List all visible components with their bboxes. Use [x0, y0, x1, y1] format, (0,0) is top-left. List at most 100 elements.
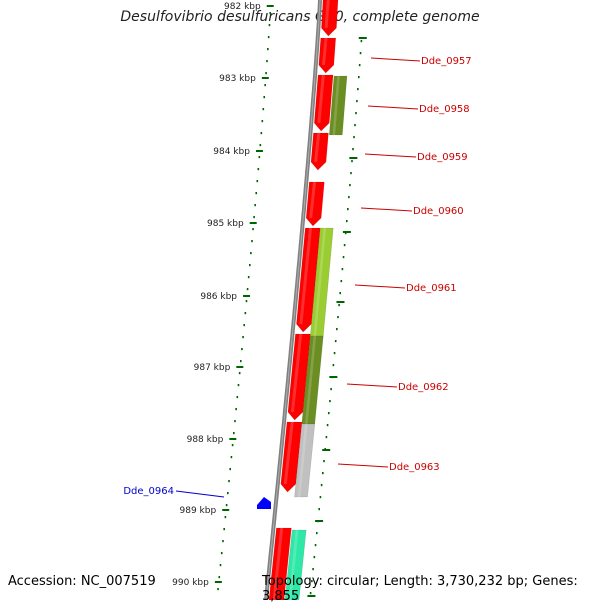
feature-olive — [328, 75, 348, 136]
track-dot — [338, 304, 340, 307]
scale-dot — [228, 480, 230, 483]
scale-dot — [225, 504, 228, 507]
track-dot — [318, 508, 321, 511]
track-dot — [343, 244, 346, 247]
scale-tick — [266, 5, 274, 7]
scale-dot — [255, 192, 258, 195]
gene-label-dde_0961: Dde_0961 — [406, 283, 457, 294]
track-dot — [327, 412, 330, 415]
scale-dot — [257, 168, 260, 171]
track-dot — [325, 436, 328, 439]
leader-line — [367, 105, 419, 110]
scale-tick-label: 988 kbp — [187, 435, 224, 445]
scale-dot — [219, 564, 222, 567]
track-dot — [351, 160, 353, 163]
cds-arrow-1 — [321, 0, 339, 37]
scale-dot — [224, 516, 227, 519]
scale-dot — [252, 228, 254, 231]
track-dot — [330, 388, 332, 391]
scale-dot — [256, 180, 259, 183]
scale-dot — [237, 384, 240, 387]
track-dot — [358, 64, 361, 67]
scale-dot — [254, 204, 256, 207]
track-dot — [326, 424, 329, 427]
scale-dot — [227, 492, 229, 495]
track-dot — [333, 352, 336, 355]
cds-arrow-2-shine — [321, 38, 328, 65]
track-dot — [359, 52, 362, 55]
scale-tick — [236, 366, 244, 368]
track-dot — [360, 40, 363, 43]
feature-lime-shine — [313, 228, 327, 336]
gene-label-dde_0960: Dde_0960 — [413, 206, 464, 217]
scale-dot — [253, 216, 255, 219]
cds-arrow-8-shine — [283, 422, 294, 484]
scale-tick-label: 987 kbp — [194, 363, 231, 373]
track-tick — [322, 449, 331, 451]
leader-line — [370, 57, 421, 62]
genome-backbone-shine — [265, 0, 321, 600]
feature-olive-2-shine — [305, 336, 317, 424]
track-tick — [336, 301, 345, 303]
gene-label-dde_0957: Dde_0957 — [421, 56, 472, 67]
scale-dot — [243, 324, 246, 327]
track-tick — [315, 520, 324, 522]
scale-dot — [248, 264, 251, 267]
scale-dot — [234, 420, 236, 423]
track-dot — [355, 112, 357, 115]
cds-arrow-7 — [287, 333, 311, 421]
scale-dot — [267, 36, 270, 39]
track-dot — [320, 484, 323, 487]
track-dot — [312, 568, 314, 571]
scale-dot — [250, 252, 252, 255]
track-dot — [315, 532, 318, 535]
track-tick — [349, 157, 358, 159]
scale-dot — [232, 432, 235, 435]
scale-tick-label: 985 kbp — [207, 219, 244, 229]
scale-dot — [230, 456, 233, 459]
track-dot — [332, 364, 335, 367]
scale-dot — [261, 120, 264, 123]
track-dot — [350, 172, 352, 175]
scale-tick-label: 989 kbp — [180, 506, 217, 516]
scale-dot — [239, 360, 242, 363]
track-dot — [341, 268, 344, 271]
track-dot — [357, 88, 359, 91]
scale-dot — [229, 468, 232, 471]
track-dot — [313, 556, 316, 559]
feature-gray-shine — [297, 424, 308, 497]
scale-dot — [245, 300, 248, 303]
scale-tick-label: 990 kbp — [172, 578, 209, 588]
cds-arrow-3-shine — [317, 75, 325, 123]
scale-dot — [246, 288, 249, 291]
blue-feature-marker — [257, 497, 271, 509]
scale-tick-label: 984 kbp — [213, 147, 250, 157]
track-dot — [357, 76, 360, 79]
track-tick — [358, 37, 367, 39]
cds-arrow-1-shine — [324, 0, 330, 28]
feature-lime — [309, 227, 334, 337]
scale-tick — [222, 509, 230, 511]
scale-dot — [266, 60, 268, 63]
scale-dot — [258, 156, 261, 159]
track-dot — [352, 148, 354, 151]
gene-label-dde_0964: Dde_0964 — [123, 486, 174, 497]
scale-dot — [268, 24, 271, 27]
scale-dot — [217, 588, 219, 591]
scale-tick-label: 986 kbp — [200, 292, 237, 302]
feature-aqua — [284, 529, 307, 600]
track-dot — [334, 340, 337, 343]
scale-dot — [236, 396, 239, 399]
track-dot — [309, 592, 312, 595]
track-tick — [329, 376, 338, 378]
scale-tick — [261, 77, 269, 79]
scale-dot — [262, 108, 265, 111]
track-tick — [342, 231, 351, 233]
scale-dot — [251, 240, 253, 243]
scale-dot — [241, 348, 243, 351]
track-dot — [349, 184, 351, 187]
cds-arrow-4-shine — [314, 133, 321, 162]
gene-label-dde_0959: Dde_0959 — [417, 152, 468, 163]
track-dot — [354, 124, 356, 127]
